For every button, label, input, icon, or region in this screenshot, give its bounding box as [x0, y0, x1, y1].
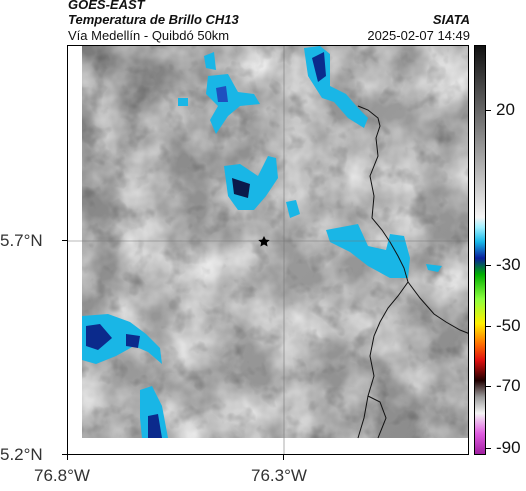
lat-label-5.2: 5.2°N: [0, 445, 43, 464]
border-lines: [357, 105, 468, 439]
timestamp-label: 2025-02-07 14:49: [367, 28, 470, 43]
cold-cloud-regions: [82, 46, 442, 438]
star-icon: [258, 236, 270, 247]
brightness-temperature-image: [68, 46, 468, 454]
lon-tick: [283, 455, 284, 460]
colorbar-label-minus50: -50: [496, 316, 521, 335]
satellite-name: GOES-EAST: [68, 0, 145, 12]
colorbar-label-minus30: -30: [496, 255, 521, 274]
colorbar-tick: [486, 448, 491, 449]
colorbar-tick: [486, 265, 491, 266]
colorbar-tick: [486, 326, 491, 327]
lat-tick: [62, 454, 67, 455]
product-title: Temperatura de Brillo CH13: [68, 12, 239, 27]
lon-label-76.3: 76.3°W: [251, 466, 307, 485]
graticule: [68, 46, 468, 454]
organization-label: SIATA: [432, 12, 470, 27]
lat-label-5.7: 5.7°N: [0, 231, 43, 250]
lon-tick: [67, 455, 68, 460]
colorbar-tick: [486, 110, 491, 111]
colorbar-label-minus90: -90: [496, 438, 521, 457]
colorbar: [474, 45, 486, 455]
colorbar-tick: [486, 386, 491, 387]
route-subtitle: Vía Medellín - Quibdó 50km: [68, 28, 230, 43]
colorbar-label-20: 20: [496, 100, 515, 119]
lat-tick: [62, 240, 67, 241]
colorbar-label-minus70: -70: [496, 376, 521, 395]
lon-label-76.8: 76.8°W: [34, 466, 90, 485]
satellite-map: [67, 45, 469, 455]
